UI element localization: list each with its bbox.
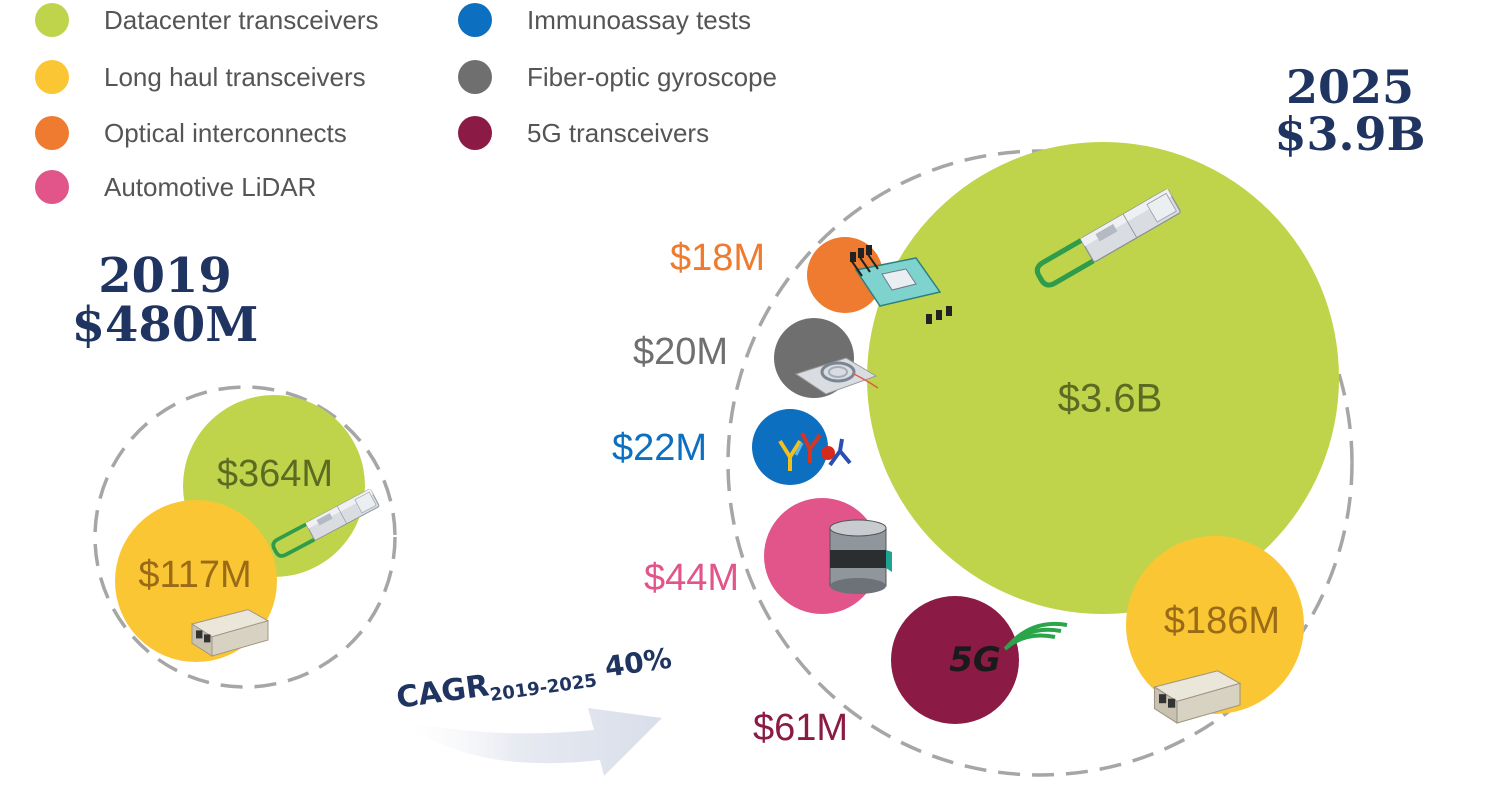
legend-swatch (458, 116, 492, 150)
legend-swatch (458, 60, 492, 94)
transceiver-module-icon (1034, 188, 1181, 288)
lidar-sensor-icon (829, 519, 892, 594)
legend-item-optical-interconnects: Optical interconnects (35, 113, 347, 153)
legend-label: Datacenter transceivers (104, 4, 379, 35)
legend-label: 5G transceivers (527, 117, 710, 148)
value-label-long-haul-transceivers-2025: $186M (1164, 600, 1280, 642)
legend-item-long-haul-transceivers: Long haul transceivers (35, 57, 366, 97)
legend-swatch (35, 60, 69, 94)
legend-item-immunoassay-tests: Immunoassay tests (458, 0, 751, 40)
cagr-text: CAGR2019-202540% (394, 642, 674, 719)
long-haul-module-icon (1153, 670, 1242, 724)
total-2019-label: $480M (71, 296, 259, 353)
value-label-5g-transceivers-2025: $61M (753, 707, 848, 749)
legend-label: Fiber-optic gyroscope (527, 61, 777, 92)
value-label-datacenter-transceivers-2025: $3.6B (1058, 377, 1163, 421)
bubble-datacenter-transceivers-2025 (867, 142, 1339, 614)
year-2019-label: 2019 (98, 248, 232, 304)
group-outline-2019 (93, 385, 397, 689)
legend-item-automotive-lidar: Automotive LiDAR (35, 167, 316, 207)
cagr-arrow (400, 708, 662, 776)
legend-item-datacenter-transceivers: Datacenter transceivers (35, 0, 379, 40)
legend-label: Automotive LiDAR (104, 171, 317, 202)
legend-item-fiber-optic-gyroscope: Fiber-optic gyroscope (458, 57, 777, 97)
legend-item-5g-transceivers: 5G transceivers (458, 113, 709, 153)
value-label-optical-interconnects-2025: $18M (670, 237, 765, 279)
bubble-5g-transceivers-2025 (891, 596, 1019, 724)
optical-chip-icon (850, 245, 952, 324)
cagr-label: CAGR2019-202540% (394, 642, 674, 719)
legend-swatch (458, 3, 492, 37)
heading-2025: 2025 $3.9B (1260, 64, 1440, 158)
value-label-long-haul-transceivers-2019: $117M (138, 554, 251, 596)
legend-label: Long haul transceivers (104, 61, 366, 92)
legend-label: Optical interconnects (104, 117, 347, 148)
value-label-fiber-optic-gyroscope-2025: $20M (633, 331, 728, 373)
value-label-datacenter-transceivers-2019: $364M (217, 453, 333, 495)
antibody-icon (778, 432, 852, 471)
bubble-immunoassay-tests-2025 (752, 409, 828, 485)
svg-text:5G: 5G (949, 640, 1001, 680)
total-2025-label: $3.9B (1274, 106, 1426, 161)
heading-2019: 2019 $480M (60, 252, 270, 350)
legend-swatch (35, 3, 69, 37)
transceiver-module-icon (271, 488, 380, 558)
bubble-long-haul-transceivers-2025 (1126, 536, 1304, 714)
legend-swatch (35, 116, 69, 150)
5g-logo-icon: 5G (949, 621, 1068, 680)
fiber-coil-icon (794, 357, 879, 395)
year-2025-label: 2025 (1285, 60, 1415, 114)
value-label-immunoassay-tests-2025: $22M (612, 427, 707, 469)
legend-swatch (35, 170, 69, 204)
value-label-automotive-lidar-2025: $44M (644, 557, 739, 599)
legend-label: Immunoassay tests (527, 4, 751, 35)
long-haul-module-icon (190, 609, 270, 657)
